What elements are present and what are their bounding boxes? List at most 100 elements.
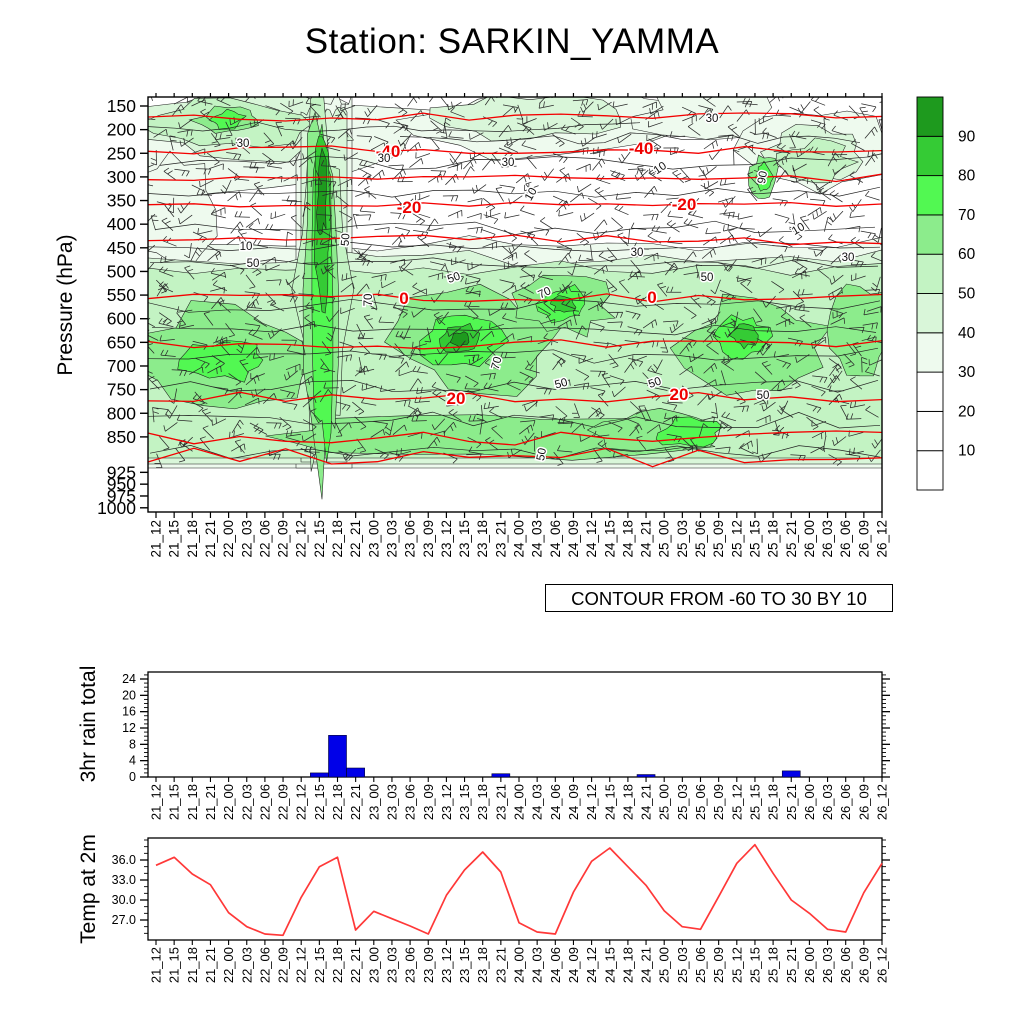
wind-barb — [448, 408, 462, 422]
time-tick-label: 25_00 — [657, 520, 672, 558]
wind-barb — [719, 105, 732, 119]
wind-barb — [236, 338, 247, 354]
time-tick-label: 23_12 — [439, 784, 454, 820]
black-contour-label: 30 — [502, 157, 515, 169]
time-tick-label: 23_18 — [475, 520, 490, 558]
wind-barb — [448, 274, 464, 283]
red-contour-line — [148, 447, 882, 468]
wind-barb — [285, 275, 300, 286]
wind-barb — [495, 187, 504, 202]
black-contour-label: 50 — [247, 258, 260, 270]
wind-barb — [519, 371, 534, 383]
wind-barb — [340, 307, 355, 314]
time-tick-label: 24_00 — [512, 520, 527, 558]
wind-barb — [688, 209, 704, 219]
wind-barb — [364, 185, 377, 199]
wind-barb — [868, 359, 882, 366]
wind-barb — [299, 376, 314, 386]
wind-barb — [177, 306, 193, 313]
wind-barb — [467, 306, 479, 320]
wind-barb — [703, 139, 718, 150]
wind-barb — [153, 128, 168, 138]
wind-barb — [354, 416, 367, 430]
wind-barb — [436, 311, 449, 325]
black-contour-label: 70 — [490, 355, 505, 370]
wind-barb — [302, 150, 317, 160]
time-tick-label: 21_15 — [167, 520, 182, 558]
wind-barb — [647, 365, 663, 376]
wind-barb — [662, 415, 678, 424]
wind-barb — [724, 259, 738, 272]
wind-barb — [759, 343, 773, 356]
wind-barb — [356, 135, 373, 143]
wind-barb — [480, 372, 496, 380]
wind-barb — [392, 424, 407, 435]
wind-barb — [326, 326, 336, 342]
wind-barb — [597, 440, 611, 453]
wind-barb — [216, 97, 231, 107]
rain-bar — [491, 773, 511, 778]
wind-barb — [538, 101, 554, 109]
wind-barb — [681, 385, 694, 399]
wind-barb — [717, 262, 733, 272]
wind-barb — [597, 294, 611, 308]
wind-barb — [537, 271, 553, 281]
wind-barb — [225, 323, 235, 338]
rain-bar — [310, 772, 329, 778]
wind-barb — [253, 423, 268, 435]
wind-barb — [427, 436, 441, 449]
wind-barb — [682, 114, 697, 123]
time-tick-label: 26_09 — [856, 520, 871, 558]
wind-barb — [555, 406, 568, 420]
wind-barb — [173, 97, 189, 105]
wind-barb — [861, 357, 868, 373]
red-contour-line — [148, 173, 882, 183]
wind-barb — [776, 358, 791, 369]
wind-barb — [400, 263, 414, 276]
wind-barb — [397, 134, 412, 146]
wind-barb — [357, 332, 374, 340]
colorbar-cell — [916, 450, 944, 491]
wind-barb — [239, 359, 249, 374]
wind-barb — [412, 341, 428, 349]
time-tick-label: 25_12 — [729, 784, 744, 820]
time-tick-label: 22_03 — [239, 520, 254, 558]
wind-barb — [777, 400, 789, 415]
wind-barb — [830, 253, 845, 265]
wind-barb — [320, 358, 330, 373]
wind-barb — [174, 168, 190, 177]
wind-barb — [445, 373, 461, 383]
wind-barb — [390, 212, 406, 220]
wind-barb — [394, 196, 406, 211]
wind-barb — [571, 403, 580, 418]
wind-barb — [618, 279, 630, 294]
time-tick-label: 23_03 — [384, 947, 399, 983]
wind-barb — [667, 236, 683, 245]
time-tick-label: 25_09 — [711, 520, 726, 558]
wind-barb — [617, 133, 632, 144]
wind-barb — [265, 223, 281, 232]
wind-barb — [158, 266, 174, 277]
wind-barb — [263, 132, 275, 147]
wind-barb — [771, 280, 785, 294]
wind-barb — [720, 321, 735, 328]
red-contour-label: -20 — [672, 195, 697, 214]
wind-barb — [527, 231, 539, 246]
rain-ytick-label: 0 — [129, 770, 136, 784]
wind-barb — [298, 306, 314, 313]
time-tick-label: 26_12 — [875, 520, 890, 558]
pressure-tick-label: 750 — [107, 380, 136, 400]
time-tick-label: 22_09 — [276, 520, 291, 558]
wind-barb — [211, 297, 225, 310]
wind-barb — [336, 354, 353, 362]
wind-barb — [370, 428, 385, 438]
wind-barb — [468, 446, 484, 455]
black-contour-label: 90 — [756, 170, 770, 185]
pressure-tick-label: 850 — [107, 427, 136, 447]
black-contour-line — [148, 411, 881, 429]
wind-barb — [740, 280, 753, 294]
wind-barb — [395, 331, 411, 338]
wind-barb — [220, 179, 232, 194]
wind-barb — [638, 405, 647, 420]
wind-barb — [573, 382, 590, 390]
